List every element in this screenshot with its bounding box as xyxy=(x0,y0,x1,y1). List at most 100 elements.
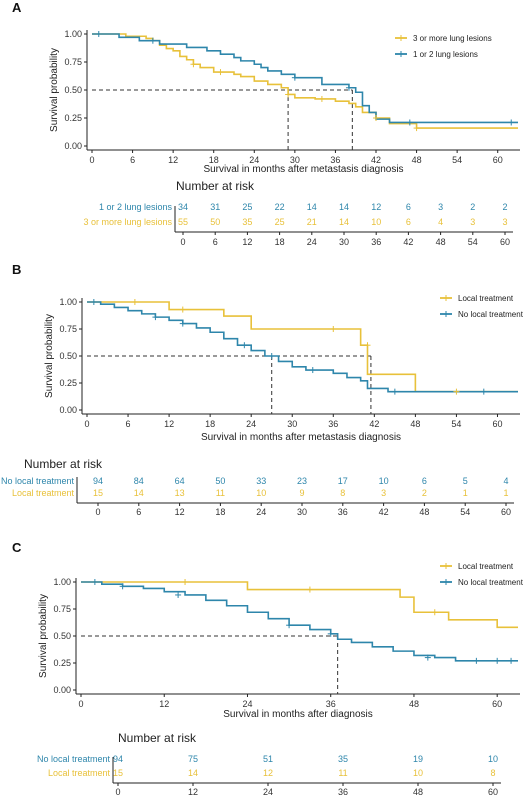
x-tick-label: 54 xyxy=(451,419,461,429)
x-tick-label: 60 xyxy=(492,699,502,709)
risk-value: 11 xyxy=(216,488,225,498)
x-axis-title: Survival in months after metastasis diag… xyxy=(203,164,403,175)
risk-time-label: 12 xyxy=(242,237,252,247)
x-tick-label: 30 xyxy=(287,419,297,429)
y-tick-label: 1.00 xyxy=(53,577,71,587)
risk-value: 10 xyxy=(413,768,423,778)
y-tick-label: 1.00 xyxy=(64,29,82,39)
x-tick-label: 6 xyxy=(126,419,131,429)
risk-time-label: 18 xyxy=(215,507,225,517)
risk-value: 10 xyxy=(379,476,389,486)
risk-value: 10 xyxy=(371,217,381,227)
panel-a: A0.000.250.500.751.000 6 12 18 24 30 36 42 48 54 6… xyxy=(12,0,520,247)
risk-value: 23 xyxy=(297,476,307,486)
risk-time-label: 24 xyxy=(256,507,266,517)
risk-time-label: 0 xyxy=(180,237,185,247)
legend-label: Local treatment xyxy=(458,294,514,303)
risk-value: 15 xyxy=(113,768,123,778)
risk-value: 3 xyxy=(438,202,443,212)
x-tick-label: 12 xyxy=(159,699,169,709)
risk-value: 25 xyxy=(242,202,252,212)
risk-value: 31 xyxy=(210,202,220,212)
risk-value: 19 xyxy=(413,754,423,764)
risk-value: 15 xyxy=(93,488,103,498)
risk-time-label: 18 xyxy=(275,237,285,247)
risk-value: 17 xyxy=(338,476,348,486)
risk-value: 11 xyxy=(338,768,347,778)
risk-value: 64 xyxy=(175,476,185,486)
risk-value: 94 xyxy=(93,476,103,486)
y-tick-label: 0.25 xyxy=(53,658,71,668)
x-tick-label: 0 xyxy=(89,155,94,165)
y-tick-label: 0.50 xyxy=(64,85,82,95)
x-tick-label: 36 xyxy=(328,419,338,429)
risk-value: 6 xyxy=(406,217,411,227)
panel-letter: B xyxy=(12,262,21,277)
risk-value: 34 xyxy=(178,202,188,212)
risk-time-label: 60 xyxy=(501,507,511,517)
risk-time-label: 6 xyxy=(136,507,141,517)
risk-time-label: 30 xyxy=(339,237,349,247)
risk-value: 21 xyxy=(307,217,317,227)
risk-value: 6 xyxy=(422,476,427,486)
risk-time-label: 36 xyxy=(371,237,381,247)
legend-label: 3 or more lung lesions xyxy=(413,34,492,43)
risk-time-label: 0 xyxy=(115,787,120,797)
x-tick-label: 48 xyxy=(409,699,419,709)
risk-row-label: 3 or more lung lesions xyxy=(83,217,172,227)
risk-value: 2 xyxy=(422,488,427,498)
panel-c: C 0.00 0.25 0.50 0.75 1.00 0 12 24 36 48 60 Survival… xyxy=(12,540,524,797)
risk-time-label: 54 xyxy=(468,237,478,247)
x-tick-label: 18 xyxy=(209,155,219,165)
x-axis-title: Survival in months after metastasis diag… xyxy=(201,432,401,443)
risk-value: 35 xyxy=(242,217,252,227)
risk-value: 14 xyxy=(134,488,144,498)
y-tick-label: 0.75 xyxy=(59,324,77,334)
x-tick-label: 12 xyxy=(164,419,174,429)
series-line-3-or-more-lung-lesions xyxy=(92,33,518,129)
risk-time-label: 36 xyxy=(338,787,348,797)
y-tick-label: 1.00 xyxy=(59,297,77,307)
x-tick-label: 60 xyxy=(492,419,502,429)
panel-letter: C xyxy=(12,540,22,555)
x-tick-label: 6 xyxy=(130,155,135,165)
risk-value: 1 xyxy=(503,488,508,498)
y-tick-label: 0.25 xyxy=(64,113,82,123)
x-tick-label: 0 xyxy=(78,699,83,709)
risk-value: 51 xyxy=(263,754,273,764)
risk-time-label: 60 xyxy=(500,237,510,247)
y-tick-label: 0.00 xyxy=(59,405,77,415)
risk-time-label: 12 xyxy=(175,507,185,517)
risk-value: 2 xyxy=(470,202,475,212)
panel-letter: A xyxy=(12,0,22,15)
risk-time-label: 24 xyxy=(263,787,273,797)
x-tick-label: 30 xyxy=(290,155,300,165)
y-tick-label: 0.75 xyxy=(64,57,82,67)
series-line-no-local-treatment xyxy=(81,581,518,662)
risk-value: 4 xyxy=(503,476,508,486)
x-tick-label: 12 xyxy=(168,155,178,165)
risk-row-label: No local treatment xyxy=(1,476,75,486)
x-tick-label: 18 xyxy=(205,419,215,429)
risk-table-title: Number at risk xyxy=(176,179,255,193)
risk-value: 6 xyxy=(406,202,411,212)
x-tick-label: 0 xyxy=(84,419,89,429)
x-tick-label: 24 xyxy=(249,155,259,165)
y-axis-title: Survival probability xyxy=(44,314,55,398)
risk-value: 5 xyxy=(463,476,468,486)
risk-value: 10 xyxy=(256,488,266,498)
risk-value: 84 xyxy=(134,476,144,486)
risk-value: 9 xyxy=(299,488,304,498)
x-tick-label: 42 xyxy=(371,155,381,165)
risk-value: 8 xyxy=(490,768,495,778)
risk-time-label: 42 xyxy=(403,237,413,247)
x-tick-label: 36 xyxy=(330,155,340,165)
y-axis-title: Survival probability xyxy=(49,48,60,132)
risk-value: 14 xyxy=(307,202,317,212)
risk-value: 2 xyxy=(502,202,507,212)
risk-value: 1 xyxy=(463,488,468,498)
x-tick-label: 48 xyxy=(412,155,422,165)
series-line-no-local-treatment xyxy=(87,301,518,393)
risk-time-label: 6 xyxy=(213,237,218,247)
